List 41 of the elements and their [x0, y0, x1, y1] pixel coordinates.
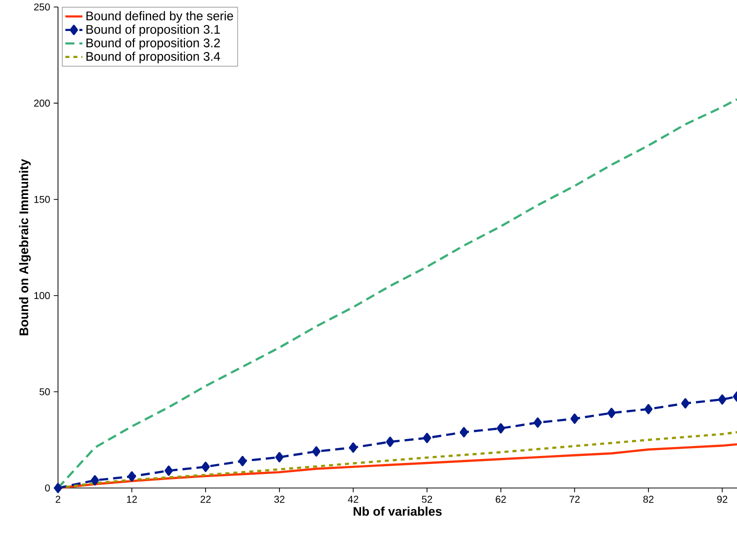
x-tick-label: 92 [717, 496, 728, 503]
legend-label: Bound of proposition 3.2 [86, 38, 220, 50]
x-tick-label: 12 [127, 496, 137, 503]
legend-label: Bound of proposition 3.4 [86, 52, 220, 64]
x-tick-label: 22 [200, 496, 211, 503]
y-tick-label: 200 [34, 100, 50, 107]
legend-label: Bound of proposition 3.1 [86, 24, 220, 36]
x-tick-label: 32 [274, 496, 284, 503]
point [54, 482, 62, 494]
x-axis-title: Nb of variables [354, 506, 442, 516]
x-tick-label: 2 [56, 496, 60, 503]
x-tick-label: 52 [422, 496, 432, 503]
point [312, 446, 320, 457]
point [460, 427, 468, 438]
point [607, 408, 616, 418]
point [164, 466, 173, 476]
y-axis-title: Bound on Algebraic Immunity [19, 158, 31, 336]
point [275, 452, 284, 462]
legend-label: Bound defined by the serie [86, 11, 234, 23]
y-tick-label: 50 [40, 388, 50, 396]
point [534, 417, 542, 428]
point [386, 436, 394, 447]
point [128, 471, 136, 482]
point [718, 394, 726, 405]
point [496, 423, 505, 434]
point [570, 414, 579, 424]
point [422, 432, 432, 444]
point [202, 462, 210, 472]
point [349, 442, 358, 453]
x-tick-label: 72 [570, 496, 580, 503]
x-tick-label: 82 [643, 496, 654, 503]
y-tick-label: 250 [34, 3, 50, 11]
y-tick-label: 150 [34, 196, 50, 203]
point [644, 404, 653, 414]
y-tick-label: 100 [34, 292, 50, 300]
y-tick-label: 0 [45, 484, 50, 492]
point [238, 456, 247, 466]
point [90, 475, 100, 486]
x-tick-label: 42 [348, 496, 358, 503]
x-tick-label: 62 [496, 496, 506, 503]
point [681, 398, 690, 408]
